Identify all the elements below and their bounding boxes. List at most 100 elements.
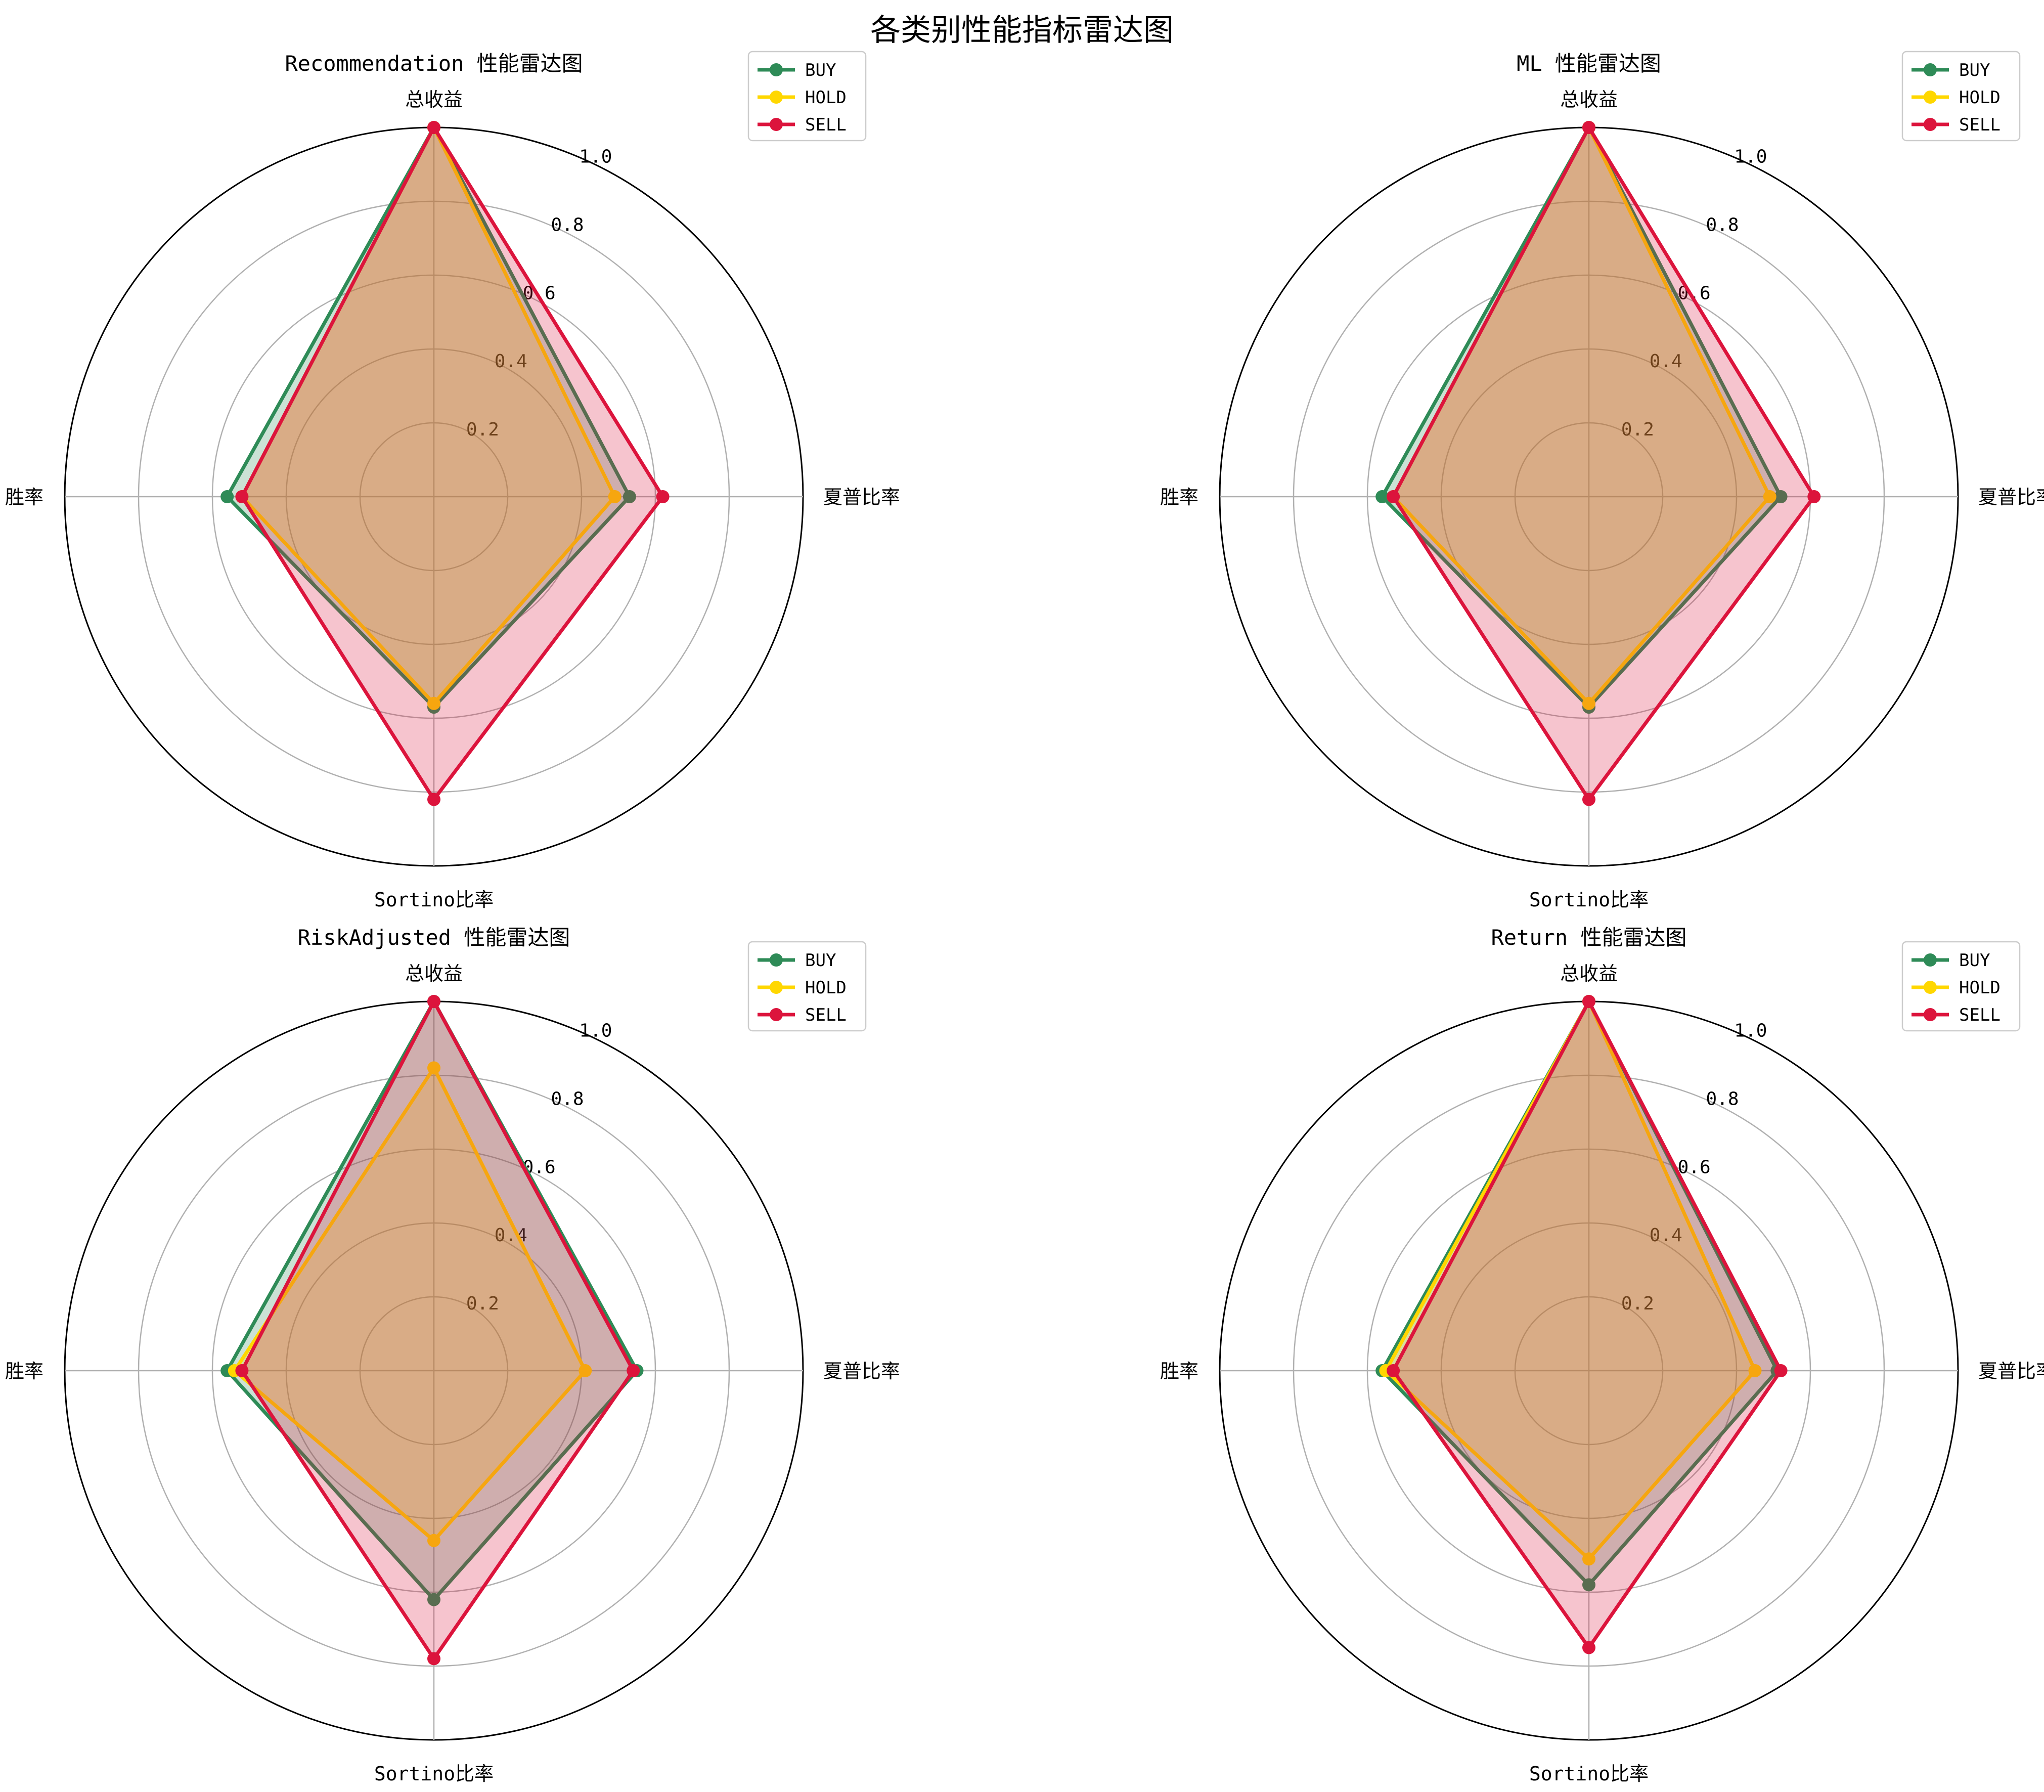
point-sell-1 (627, 1364, 640, 1377)
legend-label-buy: BUY (805, 60, 836, 80)
axis-label: Sortino比率 (1529, 1763, 1649, 1785)
legend-label-sell: SELL (1959, 115, 2001, 135)
r-tick-label: 1.0 (579, 1021, 612, 1041)
panel-title: RiskAdjusted 性能雷达图 (298, 925, 570, 950)
point-hold-1 (1763, 490, 1776, 503)
point-buy-3 (1375, 490, 1389, 503)
r-tick-label: 0.4 (1650, 351, 1682, 372)
series-fill-buy (227, 127, 630, 708)
point-buy-3 (220, 490, 234, 503)
axis-label: 夏普比率 (823, 486, 900, 508)
r-tick-label: 0.6 (1678, 1157, 1711, 1177)
panel-title: Return 性能雷达图 (1491, 925, 1686, 950)
legend-marker-hold (770, 91, 783, 104)
r-tick-label: 1.0 (579, 147, 612, 167)
axis-label: Sortino比率 (374, 889, 494, 911)
point-sell-3 (235, 1364, 249, 1377)
series-fill-sell (242, 127, 663, 800)
axis-label: 胜率 (5, 1360, 43, 1382)
r-tick-label: 0.8 (1706, 1088, 1739, 1109)
r-tick-label: 0.2 (466, 1293, 499, 1314)
series-fill-sell (1393, 1001, 1781, 1648)
r-tick-label: 0.2 (1621, 1293, 1654, 1314)
legend-marker-sell (770, 1008, 783, 1021)
point-sell-2 (427, 793, 440, 806)
legend-label-buy: BUY (1959, 60, 1990, 80)
series-fill-sell (1393, 127, 1814, 800)
axis-label: 胜率 (5, 486, 43, 508)
legend: BUY HOLD SELL (747, 941, 867, 1032)
legend-marker-hold (1924, 91, 1937, 104)
axis-label: Sortino比率 (374, 1763, 494, 1785)
r-tick-label: 0.4 (1650, 1225, 1682, 1246)
radar-panel-3: 0.20.40.60.81.0总收益夏普比率Sortino比率胜率RiskAdj… (5, 925, 900, 1785)
series-fill-sell (242, 1001, 634, 1659)
r-tick-label: 0.8 (551, 214, 584, 235)
r-tick-label: 0.2 (466, 419, 499, 440)
legend-label-sell: SELL (805, 115, 847, 135)
point-sell-3 (235, 490, 249, 503)
point-sell-3 (1387, 490, 1400, 503)
legend-marker-sell (1924, 1008, 1937, 1021)
legend-label-sell: SELL (805, 1005, 847, 1025)
legend: BUY HOLD SELL (1901, 941, 2021, 1032)
point-hold-0 (427, 1061, 440, 1075)
point-sell-0 (1582, 121, 1595, 134)
series-fill-hold (242, 127, 615, 704)
legend-label-sell: SELL (1959, 1005, 2001, 1025)
radar-panel-1: 0.20.40.60.81.0总收益夏普比率Sortino比率胜率Recomme… (5, 51, 900, 911)
axis-label: 夏普比率 (1978, 1360, 2044, 1382)
point-hold-1 (1748, 1364, 1762, 1377)
point-buy-2 (1582, 1578, 1595, 1592)
r-tick-label: 0.4 (495, 351, 527, 372)
axis-label: 胜率 (1160, 486, 1198, 508)
point-sell-3 (1387, 1364, 1400, 1377)
axis-label: 总收益 (405, 963, 463, 985)
point-hold-1 (608, 490, 621, 503)
point-sell-0 (427, 121, 440, 134)
point-hold-2 (1582, 696, 1595, 710)
point-hold-1 (579, 1364, 592, 1377)
legend-label-hold: HOLD (1959, 978, 2001, 998)
point-buy-2 (427, 1593, 440, 1606)
series-fill-hold (1393, 127, 1770, 704)
axis-label: 夏普比率 (1978, 486, 2044, 508)
point-sell-0 (1582, 995, 1595, 1008)
point-buy-1 (1774, 490, 1788, 503)
point-hold-2 (427, 696, 440, 710)
point-sell-2 (1582, 1641, 1595, 1654)
legend-marker-hold (1924, 981, 1937, 994)
r-tick-label: 0.2 (1621, 419, 1654, 440)
point-hold-2 (427, 1534, 440, 1547)
point-sell-1 (1807, 490, 1821, 503)
radar-panel-2: 0.20.40.60.81.0总收益夏普比率Sortino比率胜率ML 性能雷达… (1160, 51, 2044, 911)
legend-label-buy: BUY (805, 950, 836, 971)
legend-marker-buy (770, 63, 783, 76)
point-sell-2 (1582, 793, 1595, 806)
panel-title: Recommendation 性能雷达图 (285, 51, 583, 76)
legend-marker-buy (1924, 63, 1937, 76)
r-tick-label: 0.8 (551, 1088, 584, 1109)
legend-label-buy: BUY (1959, 950, 1990, 971)
axis-label: 夏普比率 (823, 1360, 900, 1382)
legend-marker-hold (770, 981, 783, 994)
legend: BUY HOLD SELL (747, 51, 867, 142)
series-fill-hold (1386, 1001, 1755, 1559)
axis-label: 胜率 (1160, 1360, 1198, 1382)
point-buy-1 (623, 490, 636, 503)
point-sell-0 (427, 995, 440, 1008)
axis-label: 总收益 (1560, 89, 1618, 111)
r-tick-label: 1.0 (1734, 147, 1767, 167)
panel-title: ML 性能雷达图 (1517, 51, 1661, 76)
series-fill-buy (1382, 127, 1781, 708)
point-sell-2 (427, 1652, 440, 1666)
axis-label: 总收益 (1560, 963, 1618, 985)
legend-label-hold: HOLD (805, 88, 847, 108)
point-hold-2 (1582, 1552, 1595, 1566)
legend-marker-sell (1924, 118, 1937, 131)
legend-label-hold: HOLD (1959, 88, 2001, 108)
axis-label: Sortino比率 (1529, 889, 1649, 911)
r-tick-label: 0.8 (1706, 214, 1739, 235)
